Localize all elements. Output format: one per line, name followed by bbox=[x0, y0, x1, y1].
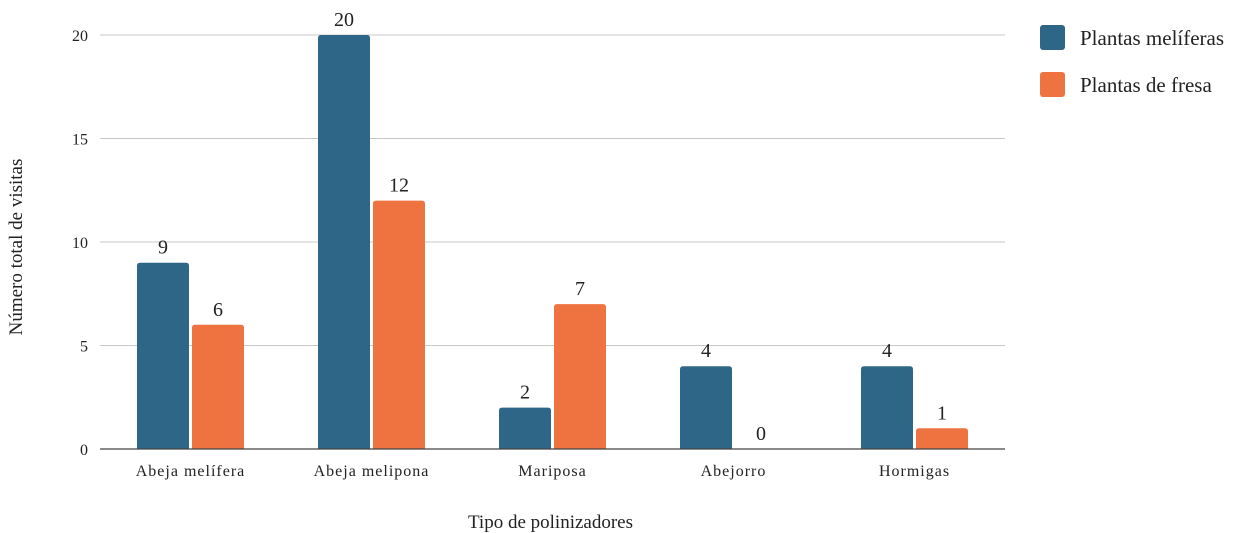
bar bbox=[373, 200, 425, 449]
bar bbox=[137, 262, 189, 449]
legend: Plantas melíferas Plantas de fresa bbox=[1040, 25, 1224, 97]
data-label: 12 bbox=[389, 175, 409, 197]
data-label: 2 bbox=[520, 382, 530, 404]
x-category-label: Hormigas bbox=[879, 463, 950, 480]
y-axis-ticks: 0 5 10 15 20 bbox=[72, 28, 88, 459]
legend-swatch bbox=[1040, 72, 1065, 97]
data-label: 4 bbox=[882, 340, 892, 362]
bar bbox=[916, 428, 968, 449]
bar bbox=[318, 35, 370, 449]
data-label: 1 bbox=[937, 402, 947, 424]
bar bbox=[680, 366, 732, 449]
bar bbox=[861, 366, 913, 449]
x-category-label: Abeja melífera bbox=[136, 463, 246, 480]
data-label: 0 bbox=[756, 423, 766, 445]
y-tick-label: 15 bbox=[72, 132, 88, 149]
x-axis-categories: Abeja melífera Abeja melipona Mariposa Abej… bbox=[136, 463, 950, 480]
data-labels: 9 6 20 12 2 7 4 0 4 1 bbox=[158, 9, 947, 445]
bars bbox=[137, 35, 968, 449]
data-label: 6 bbox=[213, 299, 223, 321]
x-category-label: Abejorro bbox=[701, 463, 767, 480]
data-label: 20 bbox=[334, 9, 354, 31]
y-tick-label: 20 bbox=[72, 28, 88, 45]
bar bbox=[499, 407, 551, 449]
legend-label: Plantas de fresa bbox=[1080, 73, 1212, 97]
data-label: 7 bbox=[575, 278, 585, 300]
legend-label: Plantas melíferas bbox=[1080, 26, 1224, 50]
y-axis-title: Número total de visitas bbox=[6, 159, 27, 336]
x-category-label: Abeja melipona bbox=[314, 463, 430, 480]
y-tick-label: 10 bbox=[72, 235, 88, 252]
gridlines bbox=[100, 34, 1005, 346]
x-axis-title: Tipo de polinizadores bbox=[468, 512, 633, 533]
x-category-label: Mariposa bbox=[518, 463, 586, 480]
data-label: 4 bbox=[701, 340, 711, 362]
data-label: 9 bbox=[158, 237, 168, 259]
bar bbox=[554, 304, 606, 449]
legend-swatch bbox=[1040, 25, 1065, 50]
bar bbox=[192, 324, 244, 449]
y-tick-label: 5 bbox=[80, 339, 88, 356]
y-tick-label: 0 bbox=[80, 442, 88, 459]
